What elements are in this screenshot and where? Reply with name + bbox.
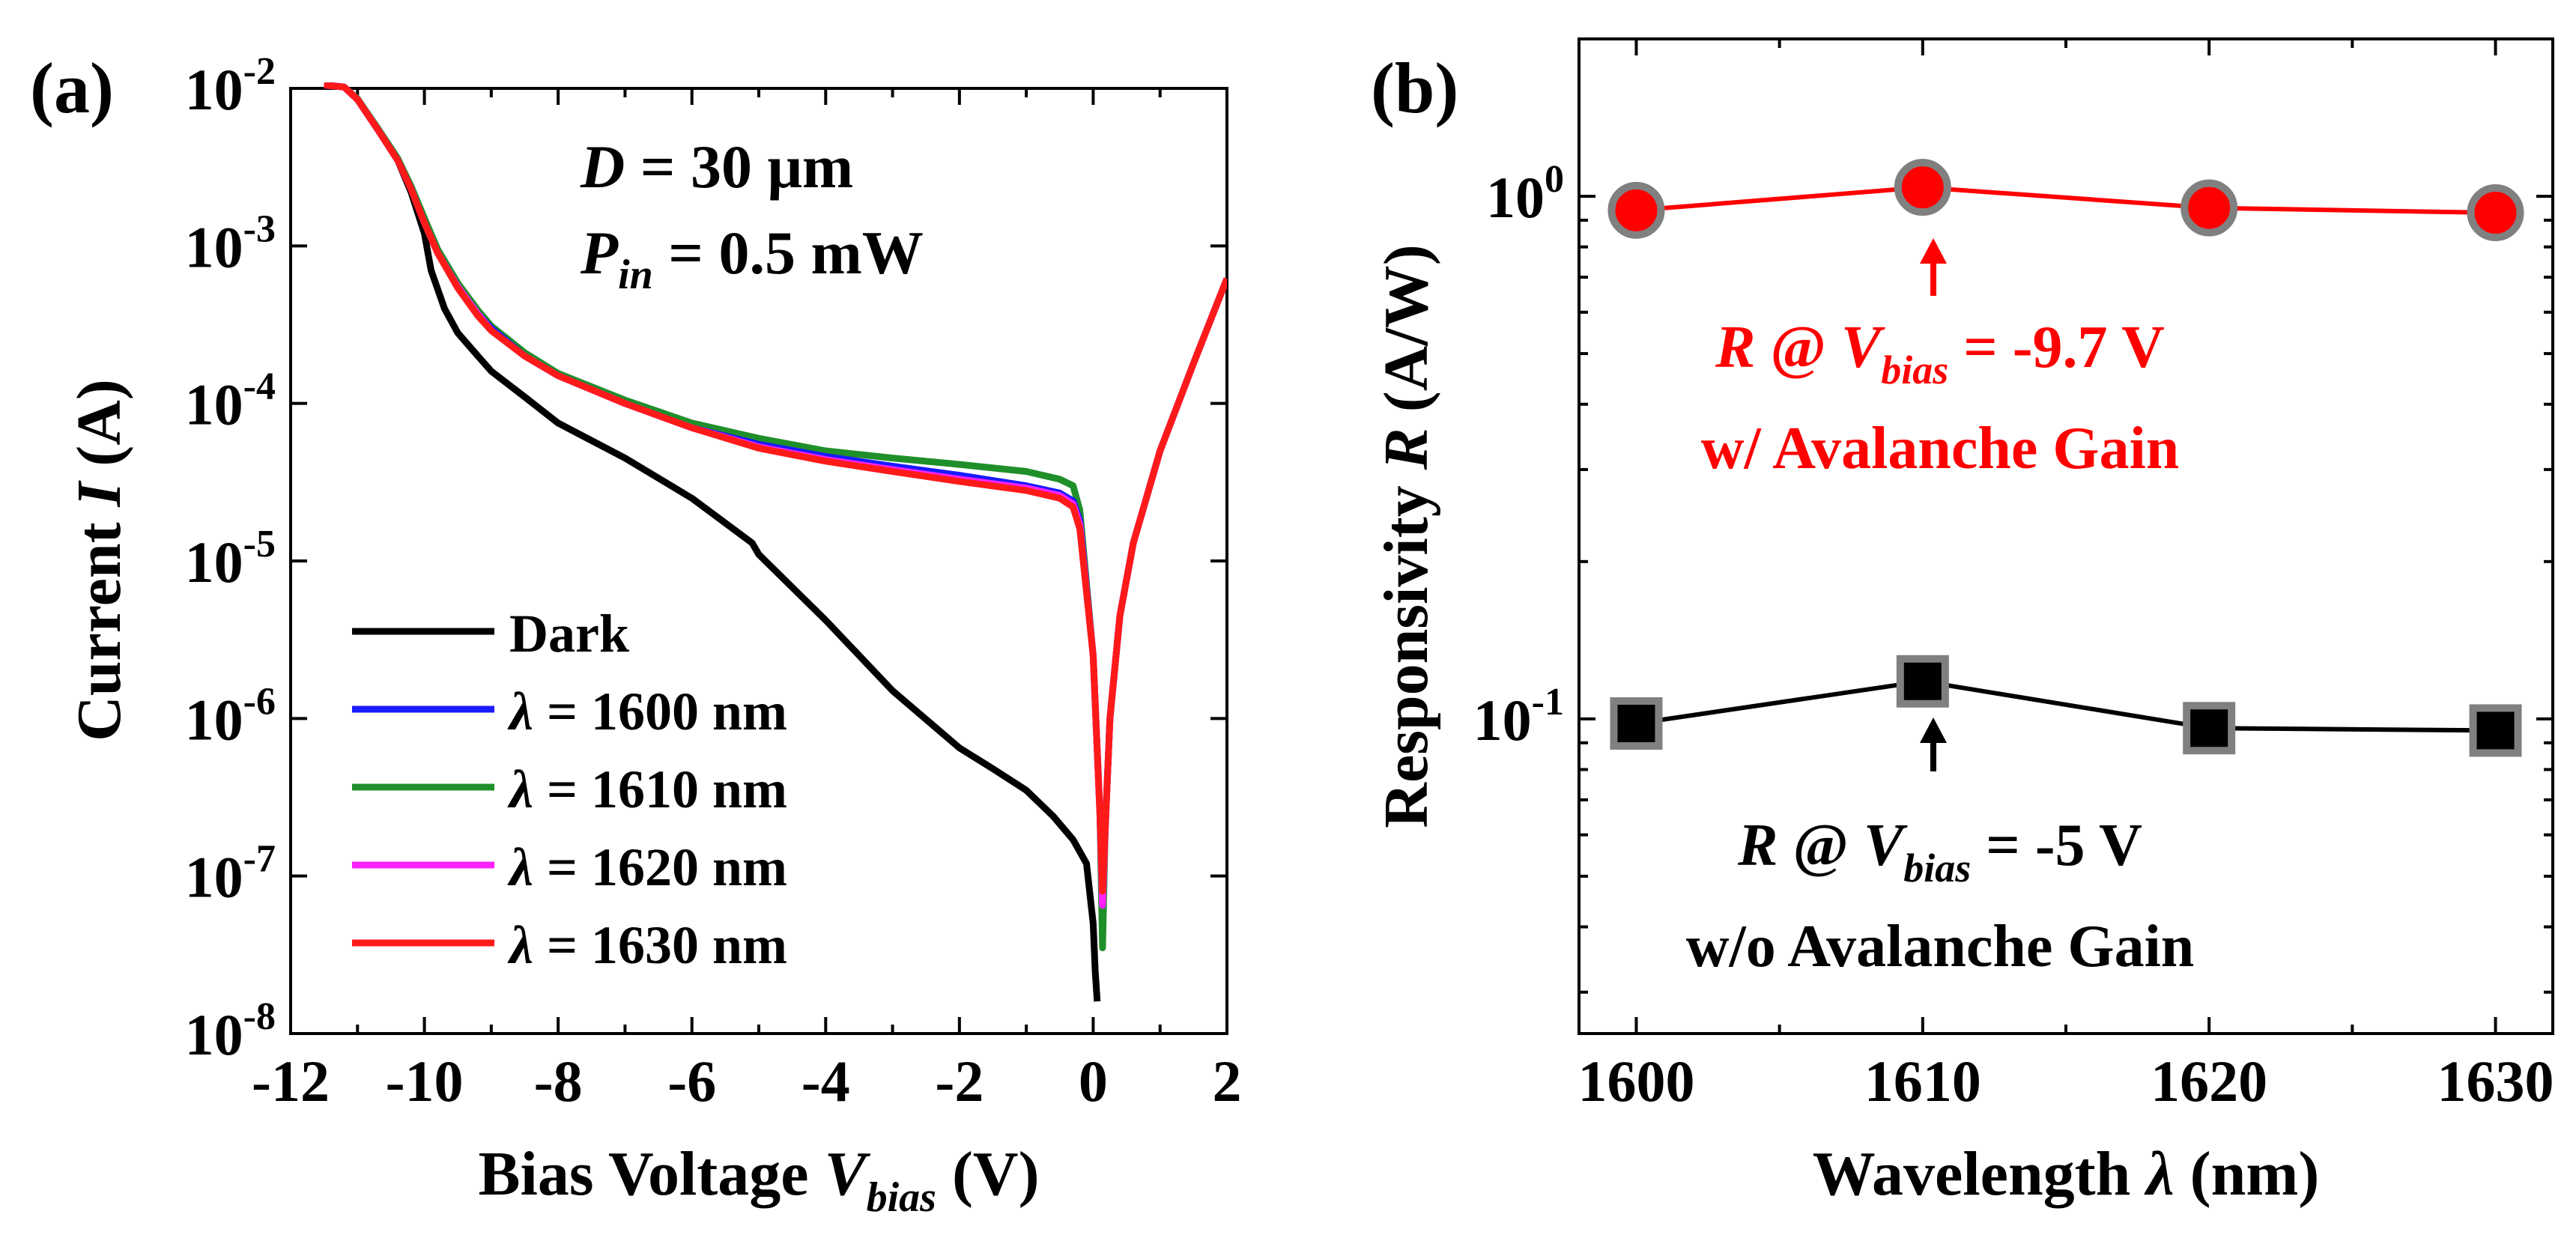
panel-a-series (324, 82, 1227, 1002)
data-point-with-gain-1600 (1607, 181, 1665, 239)
x-tick-label: -10 (386, 1049, 464, 1114)
panel-a-y-tick-labels: 10-8 10-7 10-6 10-5 10-4 10-3 10-2 (185, 50, 276, 1067)
panel-b-y-axis-label: Responsivity R (A/W) (1372, 244, 1441, 828)
data-point-with-gain-1610 (1894, 159, 1951, 216)
panel-b-annotation-red: R @ Vbias = -9.7 V w/ Avalanche Gain (1701, 238, 2180, 482)
y-tick-label-1e-2: 10-2 (185, 50, 276, 122)
x-tick-label: 1610 (1864, 1049, 1981, 1114)
x-tick-label: 2 (1213, 1049, 1242, 1114)
y-tick-label-1e0: 100 (1486, 158, 1564, 230)
legend-label-dark: Dark (509, 604, 629, 664)
y-tick-label-1e-4: 10-4 (185, 365, 276, 437)
panel-a-legend: Dark λ = 1600 nm λ = 1610 nm λ = 1620 nm… (352, 604, 787, 975)
panel-b-label: (b) (1371, 48, 1458, 128)
panel-a: (a) 10-8 10-7 10-6 10-5 10-4 10-3 10-2 -… (30, 48, 1242, 1221)
data-point-without-gain-1600 (1610, 697, 1663, 750)
x-tick-label: -6 (667, 1049, 716, 1114)
annotation-black-line2: w/o Avalanche Gain (1686, 914, 2195, 980)
legend-label-1600nm: λ = 1600 nm (507, 682, 787, 741)
annotation-black-line1: R @ Vbias = -5 V (1737, 813, 2142, 890)
series-line-1630nm (324, 82, 1227, 895)
x-tick-label: 1620 (2151, 1049, 2267, 1114)
data-point-without-gain-1610 (1896, 655, 1949, 708)
x-tick-label: -2 (935, 1049, 984, 1114)
x-tick-label: 1630 (2437, 1049, 2554, 1114)
panel-b-x-tick-labels: 1600 1610 1620 1630 (1578, 1049, 2554, 1114)
panel-b: (b) 10-1 100 1600 1610 1620 1630 Wavelen… (1371, 37, 2554, 1209)
y-tick-label-1e-7: 10-7 (185, 838, 276, 910)
panel-a-label: (a) (30, 48, 114, 128)
panel-b-ticks (1579, 37, 2553, 1034)
series-line-without-gain (1636, 679, 2496, 733)
panel-a-x-axis-label: Bias Voltage Vbias (V) (478, 1139, 1039, 1221)
data-point-without-gain-1620 (2183, 702, 2236, 755)
annotation-power: Pin = 0.5 mW (580, 219, 924, 298)
panel-b-y-tick-labels: 10-1 100 (1473, 158, 1564, 753)
legend-label-1630nm: λ = 1630 nm (507, 915, 787, 975)
panel-b-annotation-black: R @ Vbias = -5 V w/o Avalanche Gain (1686, 717, 2195, 980)
x-tick-label: 0 (1079, 1049, 1108, 1114)
y-tick-label-1e-1: 10-1 (1473, 681, 1564, 753)
annotation-arrow-head-black (1920, 717, 1947, 743)
data-point-with-gain-1630 (2467, 184, 2524, 242)
annotation-arrow-head-red (1920, 238, 1947, 264)
y-tick-label-1e-8: 10-8 (185, 995, 276, 1067)
annotation-red-line2: w/ Avalanche Gain (1701, 416, 2180, 482)
y-tick-label-1e-6: 10-6 (185, 680, 276, 752)
y-tick-label-1e-3: 10-3 (185, 207, 276, 279)
x-tick-label: 1600 (1578, 1049, 1694, 1114)
legend-label-1610nm: λ = 1610 nm (507, 759, 787, 819)
x-tick-label: -12 (252, 1049, 330, 1114)
annotation-diameter: D = 30 μm (580, 133, 853, 201)
panel-a-y-axis-label: Current I (A) (64, 379, 134, 741)
x-tick-label: -4 (801, 1049, 850, 1114)
panel-b-series (1607, 159, 2524, 757)
y-tick-label-1e-5: 10-5 (185, 523, 276, 595)
data-point-with-gain-1620 (2180, 179, 2238, 237)
annotation-red-line1: R @ Vbias = -9.7 V (1715, 315, 2165, 392)
panel-a-x-tick-labels: -12 -10 -8 -6 -4 -2 0 2 (252, 1049, 1241, 1114)
panel-b-frame (1578, 37, 2554, 1035)
x-tick-label: -8 (534, 1049, 583, 1114)
legend-label-1620nm: λ = 1620 nm (507, 837, 787, 897)
panel-a-ticks (289, 87, 1228, 1035)
series-line-with-gain (1636, 185, 2496, 216)
panel-b-x-axis-label: Wavelength λ (nm) (1813, 1139, 2320, 1209)
data-point-without-gain-1630 (2469, 704, 2522, 757)
